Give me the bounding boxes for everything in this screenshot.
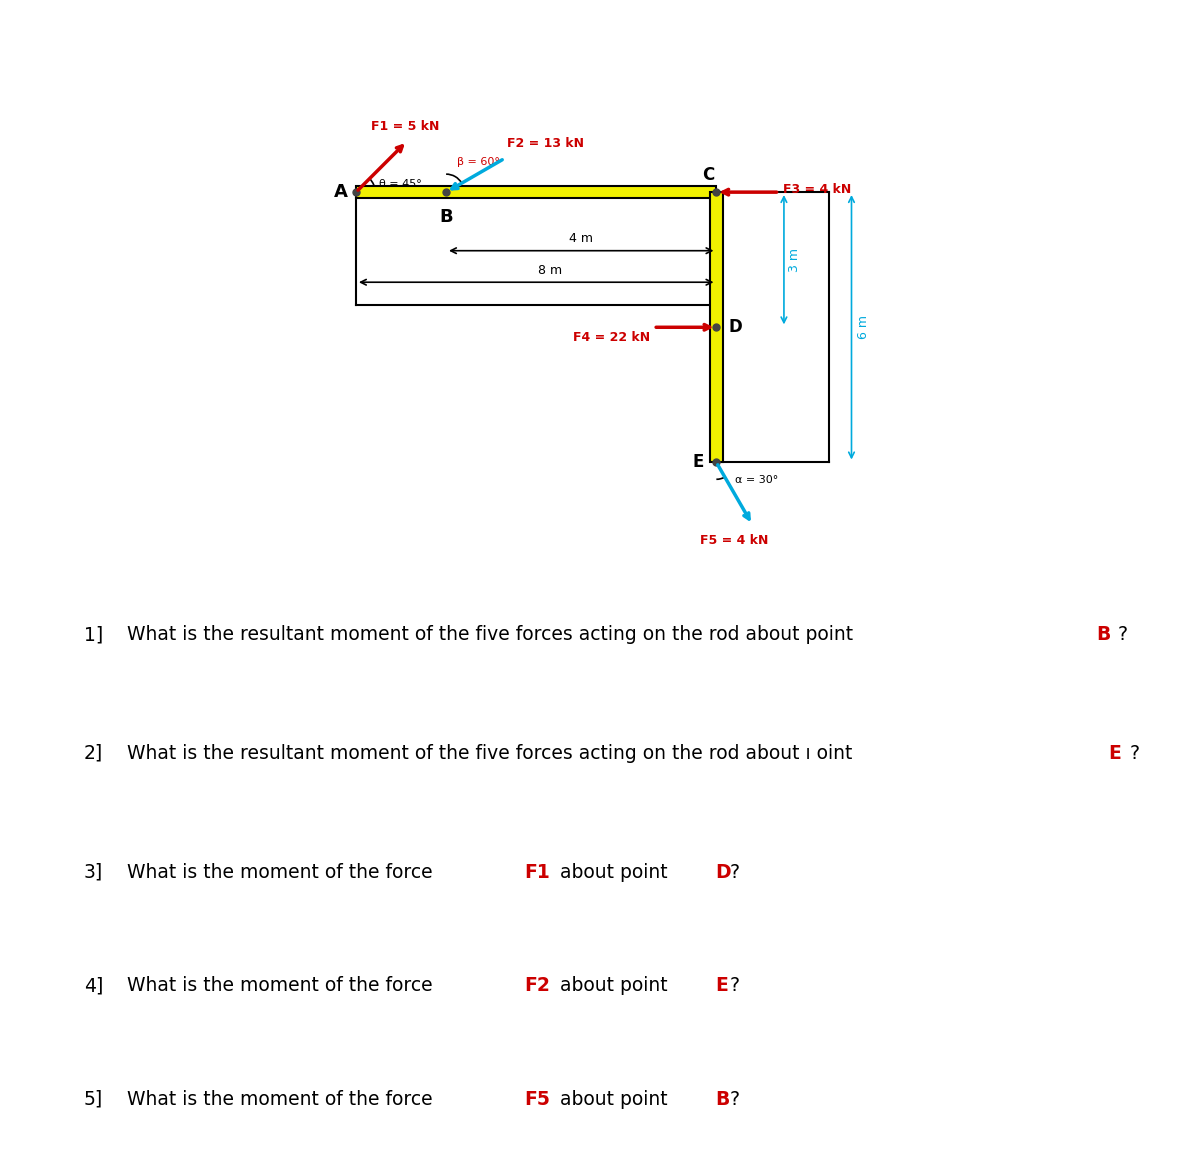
Text: ?: ? (730, 1090, 740, 1109)
Text: 6 m: 6 m (857, 315, 870, 339)
Text: α = 30°: α = 30° (736, 475, 779, 485)
Text: ?: ? (1130, 744, 1140, 762)
Text: B: B (1096, 626, 1110, 644)
Text: F1: F1 (524, 862, 551, 882)
Text: What is the resultant moment of the five forces acting on the rod about point: What is the resultant moment of the five… (127, 626, 859, 644)
Text: θ = 45°: θ = 45° (379, 178, 422, 189)
Text: E: E (692, 453, 703, 472)
Text: F5: F5 (524, 1090, 551, 1109)
Text: D: D (728, 319, 743, 336)
Text: F5 = 4 kN: F5 = 4 kN (700, 534, 768, 546)
Text: 3]: 3] (84, 862, 103, 882)
Polygon shape (710, 192, 722, 462)
Text: What is the resultant moment of the five forces acting on the rod about ı oint: What is the resultant moment of the five… (127, 744, 858, 762)
Text: F3 = 4 kN: F3 = 4 kN (784, 183, 851, 197)
Text: about point: about point (554, 976, 673, 996)
Text: What is the moment of the force: What is the moment of the force (127, 976, 439, 996)
Text: 8 m: 8 m (538, 263, 562, 277)
Text: 4 m: 4 m (569, 232, 593, 245)
Text: What is the moment of the force: What is the moment of the force (127, 1090, 439, 1109)
Text: C: C (702, 166, 714, 184)
Text: ?: ? (730, 862, 740, 882)
Text: 3 m: 3 m (788, 247, 802, 271)
Text: D: D (715, 862, 731, 882)
Text: β = 60°: β = 60° (457, 158, 500, 168)
Text: F4 = 22 kN: F4 = 22 kN (572, 331, 649, 344)
Text: F2 = 13 kN: F2 = 13 kN (506, 137, 584, 151)
Text: B: B (439, 208, 452, 225)
Text: 2]: 2] (84, 744, 103, 762)
Polygon shape (356, 186, 716, 199)
Text: E: E (715, 976, 728, 996)
Text: ?: ? (730, 976, 740, 996)
Text: What is the moment of the force: What is the moment of the force (127, 862, 439, 882)
Text: 1]: 1] (84, 626, 103, 644)
Text: about point: about point (554, 1090, 673, 1109)
Text: F2: F2 (524, 976, 551, 996)
Text: A: A (334, 183, 348, 201)
Text: ?: ? (1117, 626, 1128, 644)
Text: 4]: 4] (84, 976, 103, 996)
Text: about point: about point (554, 862, 673, 882)
Text: 5]: 5] (84, 1090, 103, 1109)
Text: B: B (715, 1090, 730, 1109)
Text: F1 = 5 kN: F1 = 5 kN (371, 120, 439, 133)
Text: E: E (1109, 744, 1121, 762)
